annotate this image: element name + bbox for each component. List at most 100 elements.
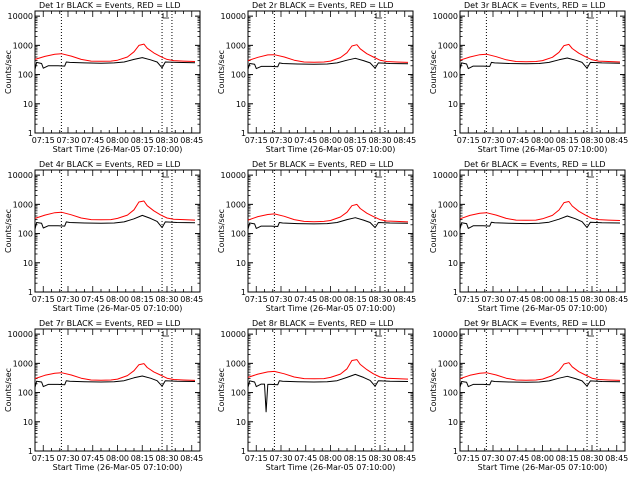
series-line-black-events	[247, 373, 409, 413]
y-tick-label: 10000	[433, 171, 458, 180]
series-line-red-lld	[247, 44, 409, 63]
bracket-glyph	[162, 13, 170, 19]
x-tick-label: 08:15	[556, 454, 579, 463]
plot-frame	[34, 328, 201, 452]
x-tick-label: 07:45	[294, 136, 317, 145]
x-tick-label: 08:00	[106, 295, 129, 304]
y-tick-label: 1	[453, 129, 458, 138]
x-tick-label: 07:45	[294, 295, 317, 304]
y-tick-label: 10	[448, 418, 458, 427]
x-tick-label: 08:15	[344, 136, 367, 145]
x-tick-label: 07:45	[81, 136, 104, 145]
x-tick-label: 08:00	[106, 136, 129, 145]
x-axis-label: Start Time (26-Mar-05 07:10:00)	[53, 145, 183, 154]
panel-8: Det 8r BLACK = Events, RED = LLD 1 10 100 10…	[217, 319, 416, 472]
y-tick-label: 100	[443, 230, 458, 239]
y-tick-label: 1	[241, 447, 246, 456]
series-line-red-lld	[34, 43, 196, 62]
x-tick-label: 07:30	[269, 136, 292, 145]
y-tick-label: 1000	[13, 359, 33, 368]
y-tick-label: 10000	[8, 12, 33, 21]
series-line-black-events	[459, 215, 621, 230]
panel-title: Det 8r BLACK = Events, RED = LLD	[252, 319, 394, 328]
x-tick-label: 08:00	[319, 454, 342, 463]
y-tick-label: 1	[453, 288, 458, 297]
y-tick-label: 10000	[8, 171, 33, 180]
panel-title: Det 3r BLACK = Events, RED = LLD	[464, 1, 606, 10]
x-tick-label: 08:30	[155, 136, 178, 145]
panel-4: Det 4r BLACK = Events, RED = LLD 1 10 100 10…	[4, 160, 203, 313]
x-tick-label: 08:45	[605, 454, 628, 463]
x-tick-label: 08:30	[368, 295, 391, 304]
panel-3: Det 3r BLACK = Events, RED = LLD 1 10 100 10…	[429, 1, 628, 154]
x-axis-label: Start Time (26-Mar-05 07:10:00)	[53, 463, 183, 472]
x-tick-label: 07:30	[481, 136, 504, 145]
x-tick-label: 07:15	[245, 454, 268, 463]
y-tick-label: 10	[236, 259, 246, 268]
bracket-glyph	[375, 172, 383, 178]
bracket-glyph	[375, 13, 383, 19]
y-tick-label: 10	[23, 259, 33, 268]
series-line-black-events	[34, 214, 196, 230]
y-tick-label: 100	[231, 230, 246, 239]
y-tick-label: 100	[443, 71, 458, 80]
y-tick-label: 10	[448, 100, 458, 109]
x-tick-label: 08:45	[180, 295, 203, 304]
series-line-red-lld	[459, 201, 621, 221]
y-axis-label: Counts/sec	[4, 50, 13, 94]
y-axis-label: Counts/sec	[217, 209, 226, 253]
bracket-glyph	[162, 331, 170, 337]
panel-6: Det 6r BLACK = Events, RED = LLD 1 10 100 10…	[429, 160, 628, 313]
bracket-glyph	[587, 13, 595, 19]
x-tick-label: 07:45	[506, 295, 529, 304]
x-tick-label: 07:45	[294, 454, 317, 463]
x-tick-label: 07:15	[457, 454, 480, 463]
x-tick-label: 07:45	[81, 295, 104, 304]
plot-frame	[34, 169, 201, 293]
y-tick-label: 1000	[13, 41, 33, 50]
plot-frame	[247, 328, 414, 452]
plot-frame	[247, 169, 414, 293]
x-axis-label: Start Time (26-Mar-05 07:10:00)	[53, 304, 183, 313]
y-tick-label: 100	[231, 389, 246, 398]
x-axis-label: Start Time (26-Mar-05 07:10:00)	[266, 304, 396, 313]
y-tick-label: 1	[241, 288, 246, 297]
x-tick-label: 08:45	[393, 454, 416, 463]
plot-frame	[459, 328, 626, 452]
plot-frame	[459, 169, 626, 293]
x-tick-label: 08:00	[531, 454, 554, 463]
x-tick-label: 07:15	[457, 295, 480, 304]
y-tick-label: 100	[231, 71, 246, 80]
x-axis-label: Start Time (26-Mar-05 07:10:00)	[266, 463, 396, 472]
series-line-red-lld	[459, 362, 621, 381]
series-line-red-lld	[34, 200, 196, 221]
x-tick-label: 07:45	[506, 454, 529, 463]
series-line-black-events	[459, 57, 621, 70]
y-tick-label: 1000	[438, 200, 458, 209]
x-tick-label: 08:00	[531, 295, 554, 304]
series-line-red-lld	[34, 363, 196, 381]
bracket-glyph	[587, 172, 595, 178]
x-tick-label: 08:00	[319, 136, 342, 145]
x-tick-label: 08:30	[155, 295, 178, 304]
x-tick-label: 07:15	[32, 295, 55, 304]
x-tick-label: 08:45	[393, 295, 416, 304]
y-tick-label: 100	[443, 389, 458, 398]
x-tick-label: 08:30	[580, 454, 603, 463]
x-tick-label: 08:45	[605, 136, 628, 145]
x-tick-label: 08:30	[580, 136, 603, 145]
panel-title: Det 6r BLACK = Events, RED = LLD	[464, 160, 606, 169]
x-tick-label: 08:30	[155, 454, 178, 463]
y-tick-label: 10	[23, 418, 33, 427]
x-tick-label: 07:15	[457, 136, 480, 145]
series-line-red-lld	[459, 43, 621, 63]
x-tick-label: 08:30	[580, 295, 603, 304]
bracket-glyph	[162, 172, 170, 178]
x-axis-label: Start Time (26-Mar-05 07:10:00)	[478, 304, 608, 313]
series-line-black-events	[247, 57, 409, 70]
y-tick-label: 1	[28, 447, 33, 456]
y-tick-label: 100	[18, 230, 33, 239]
x-tick-label: 07:15	[32, 454, 55, 463]
x-tick-label: 07:15	[245, 295, 268, 304]
plot-frame	[34, 10, 201, 134]
